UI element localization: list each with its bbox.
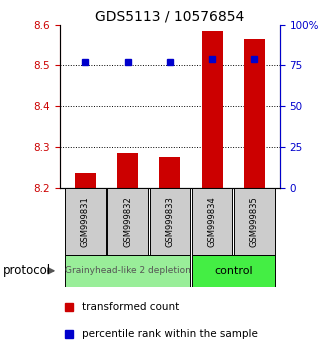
- Text: control: control: [214, 266, 252, 276]
- Text: GSM999835: GSM999835: [250, 196, 259, 247]
- Bar: [150, 188, 190, 255]
- Text: protocol: protocol: [3, 264, 52, 277]
- Text: percentile rank within the sample: percentile rank within the sample: [82, 329, 258, 339]
- Bar: [244, 39, 265, 188]
- Text: GSM999834: GSM999834: [207, 196, 216, 247]
- Bar: [107, 188, 148, 255]
- Text: GSM999833: GSM999833: [165, 196, 174, 247]
- Text: transformed count: transformed count: [82, 302, 179, 312]
- Bar: [201, 31, 223, 188]
- Bar: [65, 255, 190, 287]
- Bar: [159, 157, 180, 188]
- Title: GDS5113 / 10576854: GDS5113 / 10576854: [95, 10, 244, 24]
- Text: GSM999831: GSM999831: [81, 196, 90, 247]
- Bar: [192, 188, 232, 255]
- Bar: [192, 255, 275, 287]
- Bar: [65, 188, 106, 255]
- Bar: [234, 188, 275, 255]
- Text: Grainyhead-like 2 depletion: Grainyhead-like 2 depletion: [65, 266, 190, 275]
- Bar: [75, 173, 96, 188]
- Text: GSM999832: GSM999832: [123, 196, 132, 247]
- Bar: [117, 153, 138, 188]
